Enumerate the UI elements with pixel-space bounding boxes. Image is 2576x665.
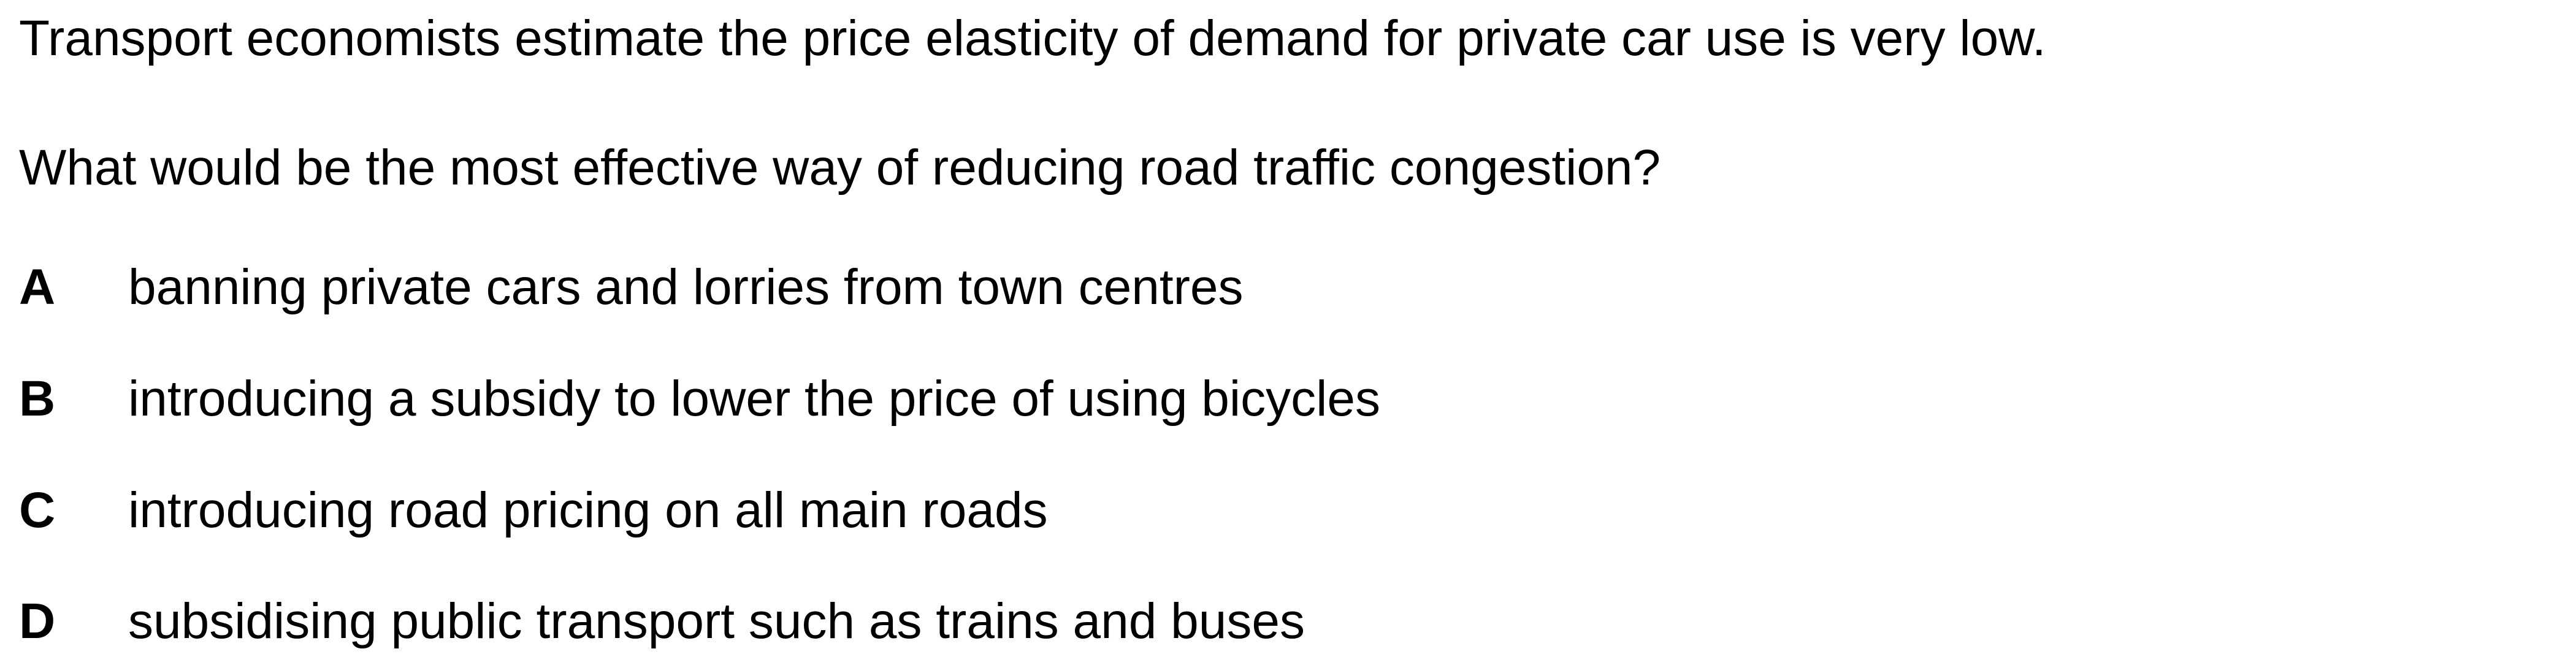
question-statement: Transport economists estimate the price … (19, 10, 2046, 66)
option-b[interactable]: B introducing a subsidy to lower the pri… (19, 374, 1380, 429)
question-prompt: What would be the most effective way of … (19, 140, 1661, 196)
option-letter: B (19, 371, 56, 427)
option-d[interactable]: D subsidising public transport such as t… (19, 596, 1305, 652)
option-text: banning private cars and lorries from to… (128, 259, 1244, 315)
option-c[interactable]: C introducing road pricing on all main r… (19, 485, 1048, 541)
option-letter: C (19, 482, 56, 538)
option-text: introducing a subsidy to lower the price… (128, 371, 1380, 427)
option-letter: A (19, 259, 56, 315)
option-letter: D (19, 593, 56, 649)
option-text: introducing road pricing on all main roa… (128, 482, 1048, 538)
option-a[interactable]: A banning private cars and lorries from … (19, 262, 1244, 317)
option-text: subsidising public transport such as tra… (128, 593, 1305, 649)
